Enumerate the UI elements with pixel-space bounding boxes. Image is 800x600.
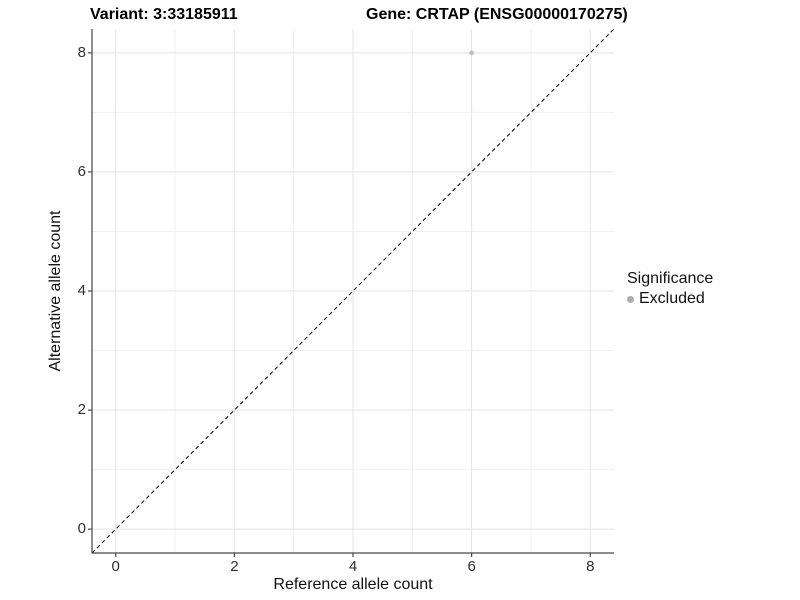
y-axis-title: Alternative allele count xyxy=(47,210,64,372)
x-tick-label: 4 xyxy=(348,558,358,575)
y-tick-label: 8 xyxy=(77,43,86,61)
x-tick-label: 0 xyxy=(111,558,120,575)
x-axis-title: Reference allele count xyxy=(273,576,433,593)
identity-dashed-line xyxy=(91,28,615,554)
y-tick-label: 6 xyxy=(77,162,86,180)
x-tick-label: 6 xyxy=(467,558,476,575)
y-tick-label: 0 xyxy=(77,520,86,538)
legend-title: Significance xyxy=(627,270,714,287)
legend: Significance Excluded xyxy=(627,270,713,308)
x-tick-label: 8 xyxy=(586,558,595,575)
plot-title-gene: Gene: CRTAP (ENSG00000170275) xyxy=(366,6,628,23)
legend-entry-excluded: Excluded xyxy=(627,290,713,308)
y-tick-label: 2 xyxy=(77,401,86,419)
x-tick-label: 2 xyxy=(230,558,239,575)
legend-entry-label: Excluded xyxy=(639,290,705,307)
data-point xyxy=(469,50,474,56)
legend-point-icon xyxy=(627,295,634,303)
y-tick-label: 4 xyxy=(77,282,86,299)
plot-title-variant: Variant: 3:33185911 xyxy=(90,6,238,23)
